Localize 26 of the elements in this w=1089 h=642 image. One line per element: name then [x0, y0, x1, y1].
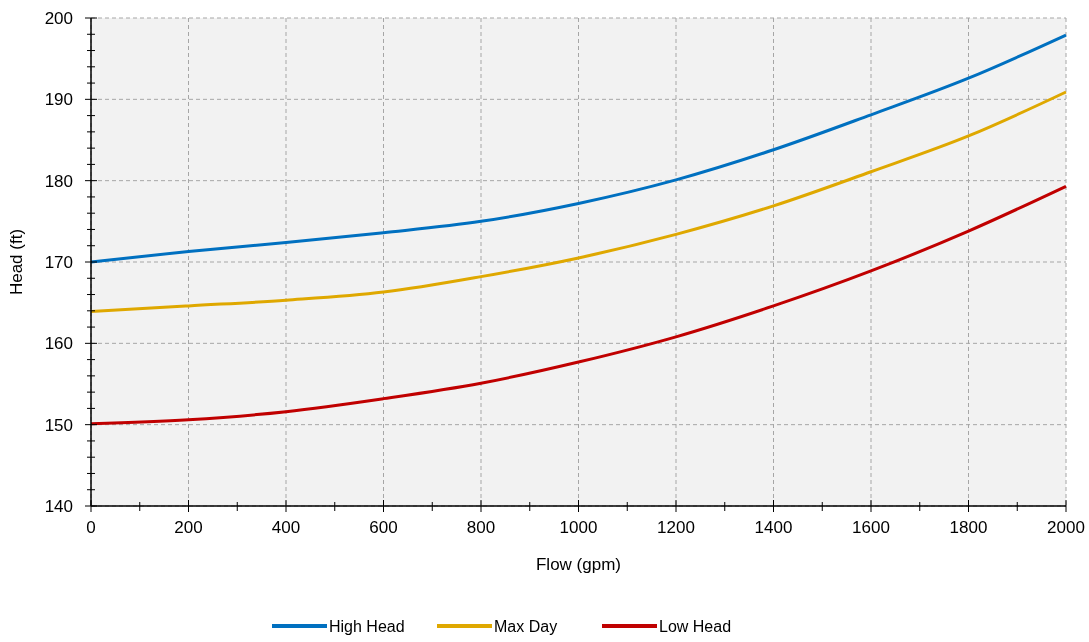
x-tick-label: 400 — [271, 518, 301, 537]
legend-label: High Head — [329, 618, 405, 635]
line-series — [89, 90, 1068, 314]
y-tick-label: 140 — [44, 497, 73, 516]
x-tick-label: 1800 — [949, 518, 988, 537]
x-tick-label: 600 — [369, 518, 398, 537]
y-tick-label: 180 — [44, 171, 73, 191]
x-tick-label: 1400 — [754, 518, 793, 537]
x-tick-label: 1200 — [657, 518, 695, 537]
y-tick-label: 170 — [44, 253, 73, 272]
line-series — [89, 33, 1068, 264]
y-axis-title: Head (ft) — [7, 228, 26, 296]
legend-label: Low Head — [659, 618, 732, 635]
x-tick-label: 1600 — [852, 518, 890, 537]
x-tick-label: 2000 — [1047, 518, 1085, 537]
x-tick-label: 200 — [174, 518, 203, 537]
x-axis-title: Flow (gpm) — [535, 555, 622, 574]
x-tick-label: 800 — [466, 518, 496, 537]
x-tick-label: 1000 — [559, 518, 598, 537]
y-tick-label: 200 — [44, 9, 73, 28]
y-tick-label: 150 — [44, 415, 73, 435]
legend-label: Max Day — [494, 618, 558, 635]
line-series — [89, 184, 1068, 426]
x-tick-label: 0 — [86, 518, 96, 537]
y-tick-label: 160 — [44, 334, 73, 354]
y-tick-label: 190 — [44, 90, 73, 110]
